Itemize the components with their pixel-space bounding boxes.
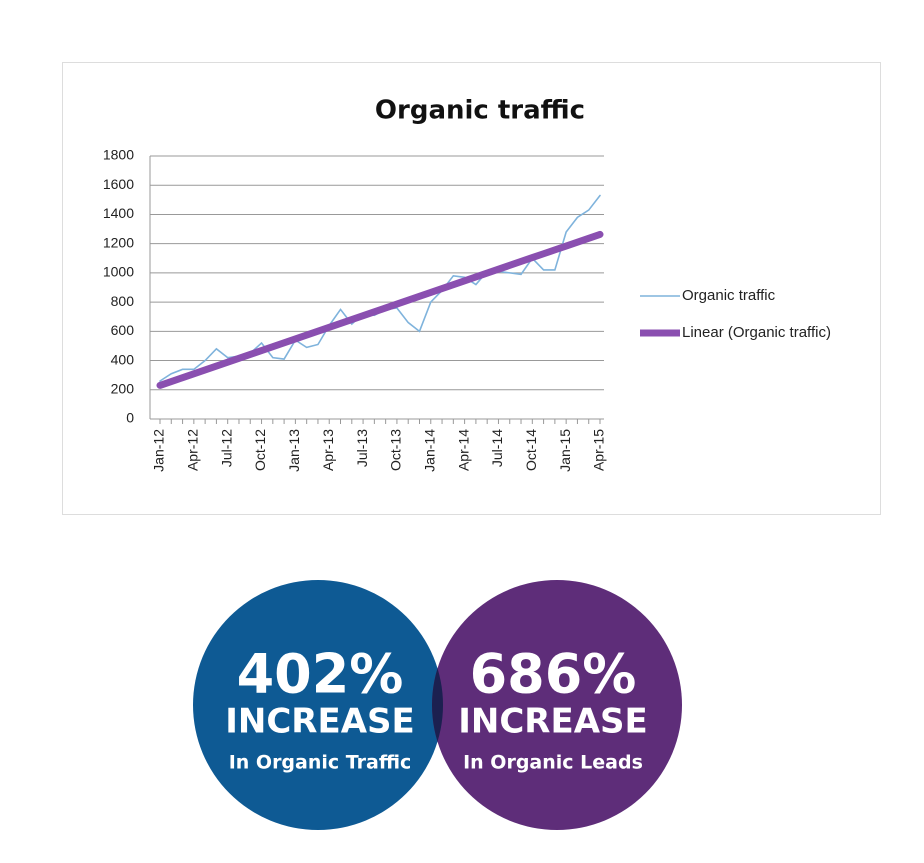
- x-tick-label: Apr-12: [185, 429, 201, 471]
- y-tick-label: 800: [111, 293, 135, 309]
- y-tick-label: 200: [111, 380, 135, 396]
- y-tick-label: 1800: [103, 147, 134, 163]
- y-tick-label: 0: [126, 410, 134, 426]
- y-tick-label: 400: [111, 351, 135, 367]
- x-tick-label: Jul-14: [489, 429, 505, 467]
- x-tick-label: Jul-12: [218, 429, 234, 467]
- stat-label: INCREASE: [458, 702, 648, 742]
- series-line: [156, 230, 604, 389]
- legend-label: Linear (Organic traffic): [682, 324, 831, 341]
- legend-label: Organic traffic: [682, 287, 776, 304]
- x-tick-label: Jan-15: [557, 429, 573, 472]
- y-tick-label: 1400: [103, 205, 134, 221]
- stat-sub: In Organic Traffic: [229, 752, 412, 774]
- x-tick-label: Jan-13: [286, 429, 302, 472]
- chart-title: Organic traffic: [375, 96, 585, 126]
- x-tick-label: Jan-12: [151, 429, 167, 472]
- x-tick-label: Apr-14: [455, 429, 471, 471]
- stat-value: 402%: [237, 643, 404, 706]
- x-tick-label: Apr-15: [591, 429, 607, 471]
- stat-value: 686%: [470, 643, 637, 706]
- x-tick-label: Jul-13: [354, 429, 370, 467]
- stat-label: INCREASE: [225, 702, 415, 742]
- y-tick-label: 1000: [103, 264, 134, 280]
- y-tick-label: 600: [111, 322, 135, 338]
- x-tick-label: Oct-14: [523, 429, 539, 471]
- y-tick-label: 1200: [103, 234, 134, 250]
- x-tick-label: Oct-13: [388, 429, 404, 471]
- stat-circle: [193, 580, 443, 830]
- x-tick-label: Oct-12: [252, 429, 268, 471]
- y-tick-label: 1600: [103, 176, 134, 192]
- stat-sub: In Organic Leads: [463, 752, 643, 774]
- stat-circle: [432, 580, 682, 830]
- x-tick-label: Apr-13: [320, 429, 336, 471]
- chart-frame: [62, 62, 881, 515]
- x-tick-label: Jan-14: [421, 429, 437, 472]
